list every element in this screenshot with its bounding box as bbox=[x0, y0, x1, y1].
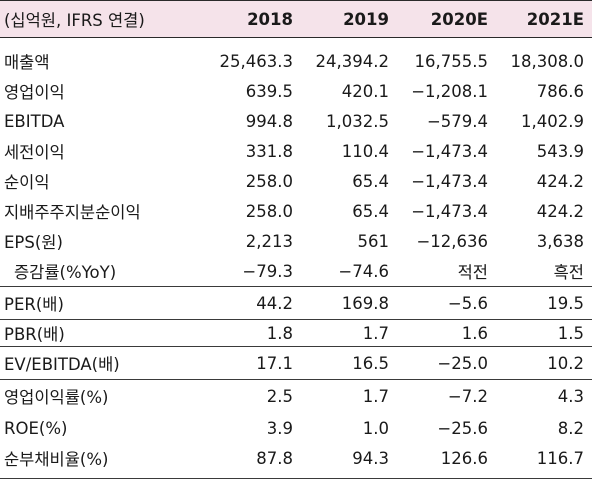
value-cell: 16.5 bbox=[352, 353, 389, 373]
value-cell: 16,755.5 bbox=[414, 51, 488, 71]
value-cell: 18,308.0 bbox=[510, 51, 584, 71]
unit-label: (십억원, IFRS 연결) bbox=[4, 11, 145, 30]
table-row: PBR(배) 1.8 1.7 1.6 1.5 bbox=[0, 318, 592, 348]
value-cell: 1.0 bbox=[362, 418, 389, 438]
value-cell: 적전 bbox=[457, 263, 488, 282]
value-cell: 543.9 bbox=[536, 141, 584, 161]
section-divider bbox=[0, 478, 592, 479]
value-cell: 331.8 bbox=[245, 141, 293, 161]
value-cell: 110.4 bbox=[341, 141, 389, 161]
value-cell: 258.0 bbox=[245, 171, 293, 191]
value-cell: −74.6 bbox=[338, 261, 389, 281]
value-cell: 1,402.9 bbox=[521, 111, 584, 131]
row-label: PER(배) bbox=[4, 295, 64, 314]
value-cell: 19.5 bbox=[547, 293, 584, 313]
value-cell: 258.0 bbox=[245, 201, 293, 221]
value-cell: −1,473.4 bbox=[411, 171, 488, 191]
table-row: 영업이익률(%) 2.5 1.7 −7.2 4.3 bbox=[0, 381, 592, 411]
value-cell: 44.2 bbox=[256, 293, 293, 313]
row-label: 증감률(%YoY) bbox=[14, 263, 117, 282]
year-2021e-header: 2021E bbox=[526, 9, 584, 29]
value-cell: 3,638 bbox=[536, 231, 584, 251]
value-cell: 126.6 bbox=[440, 448, 488, 468]
value-cell: −1,473.4 bbox=[411, 141, 488, 161]
row-label: EBITDA bbox=[4, 111, 65, 131]
value-cell: 424.2 bbox=[536, 171, 584, 191]
row-label: 영업이익률(%) bbox=[4, 388, 109, 407]
year-2020e-header: 2020E bbox=[430, 9, 488, 29]
value-cell: −79.3 bbox=[242, 261, 293, 281]
value-cell: 87.8 bbox=[256, 448, 293, 468]
value-cell: 420.1 bbox=[341, 81, 389, 101]
value-cell: −25.6 bbox=[437, 418, 488, 438]
year-2019-header: 2019 bbox=[343, 9, 389, 29]
value-cell: 1,032.5 bbox=[326, 111, 389, 131]
value-cell: −7.2 bbox=[447, 386, 488, 406]
value-cell: 994.8 bbox=[245, 111, 293, 131]
value-cell: −1,473.4 bbox=[411, 201, 488, 221]
value-cell: 3.9 bbox=[266, 418, 293, 438]
value-cell: 10.2 bbox=[547, 353, 584, 373]
table-header: (십억원, IFRS 연결) 2018 2019 2020E 2021E bbox=[0, 0, 592, 38]
value-cell: 169.8 bbox=[341, 293, 389, 313]
row-label: 순이익 bbox=[4, 173, 50, 192]
value-cell: 1.8 bbox=[266, 323, 293, 343]
value-cell: −5.6 bbox=[447, 293, 488, 313]
value-cell: 17.1 bbox=[256, 353, 293, 373]
value-cell: 424.2 bbox=[536, 201, 584, 221]
value-cell: 1.6 bbox=[461, 323, 488, 343]
value-cell: 65.4 bbox=[352, 201, 389, 221]
value-cell: 1.7 bbox=[362, 386, 389, 406]
value-cell: 흑전 bbox=[553, 263, 584, 282]
value-cell: −12,636 bbox=[416, 231, 488, 251]
row-label: EV/EBITDA(배) bbox=[4, 355, 120, 374]
row-label: 지배주주지분순이익 bbox=[4, 203, 141, 222]
table-row: 세전이익 331.8 110.4 −1,473.4 543.9 bbox=[0, 136, 592, 166]
section-divider bbox=[0, 379, 592, 380]
value-cell: 639.5 bbox=[245, 81, 293, 101]
value-cell: 1.5 bbox=[557, 323, 584, 343]
table-row: 매출액 25,463.3 24,394.2 16,755.5 18,308.0 bbox=[0, 46, 592, 76]
row-label: PBR(배) bbox=[4, 325, 65, 344]
value-cell: 24,394.2 bbox=[315, 51, 389, 71]
value-cell: −1,208.1 bbox=[411, 81, 488, 101]
row-label: ROE(%) bbox=[4, 418, 68, 438]
row-label: 순부채비율(%) bbox=[4, 450, 109, 469]
section-divider bbox=[0, 286, 592, 287]
value-cell: 4.3 bbox=[557, 386, 584, 406]
row-label: 매출액 bbox=[4, 53, 50, 72]
value-cell: 2.5 bbox=[266, 386, 293, 406]
value-cell: 8.2 bbox=[557, 418, 584, 438]
table-row: 증감률(%YoY) −79.3 −74.6 적전 흑전 bbox=[0, 256, 592, 286]
value-cell: −25.0 bbox=[437, 353, 488, 373]
table-row: 영업이익 639.5 420.1 −1,208.1 786.6 bbox=[0, 76, 592, 106]
table-row: 순이익 258.0 65.4 −1,473.4 424.2 bbox=[0, 166, 592, 196]
value-cell: 25,463.3 bbox=[219, 51, 293, 71]
table-row: EPS(원) 2,213 561 −12,636 3,638 bbox=[0, 226, 592, 256]
table-row: ROE(%) 3.9 1.0 −25.6 8.2 bbox=[0, 413, 592, 443]
table-row: PER(배) 44.2 169.8 −5.6 19.5 bbox=[0, 288, 592, 318]
value-cell: 561 bbox=[357, 231, 390, 251]
value-cell: 2,213 bbox=[245, 231, 293, 251]
row-label: 영업이익 bbox=[4, 83, 65, 102]
section-divider bbox=[0, 346, 592, 347]
value-cell: 94.3 bbox=[352, 448, 389, 468]
value-cell: 65.4 bbox=[352, 171, 389, 191]
row-label: 세전이익 bbox=[4, 143, 65, 162]
table-row: 지배주주지분순이익 258.0 65.4 −1,473.4 424.2 bbox=[0, 196, 592, 226]
table-row: EBITDA 994.8 1,032.5 −579.4 1,402.9 bbox=[0, 106, 592, 136]
year-2018-header: 2018 bbox=[247, 9, 293, 29]
row-label: EPS(원) bbox=[4, 233, 63, 252]
section-divider bbox=[0, 319, 592, 320]
value-cell: 786.6 bbox=[536, 81, 584, 101]
table-row: 순부채비율(%) 87.8 94.3 126.6 116.7 bbox=[0, 443, 592, 473]
value-cell: 116.7 bbox=[536, 448, 584, 468]
value-cell: −579.4 bbox=[426, 111, 488, 131]
value-cell: 1.7 bbox=[362, 323, 389, 343]
table-row: EV/EBITDA(배) 17.1 16.5 −25.0 10.2 bbox=[0, 348, 592, 378]
